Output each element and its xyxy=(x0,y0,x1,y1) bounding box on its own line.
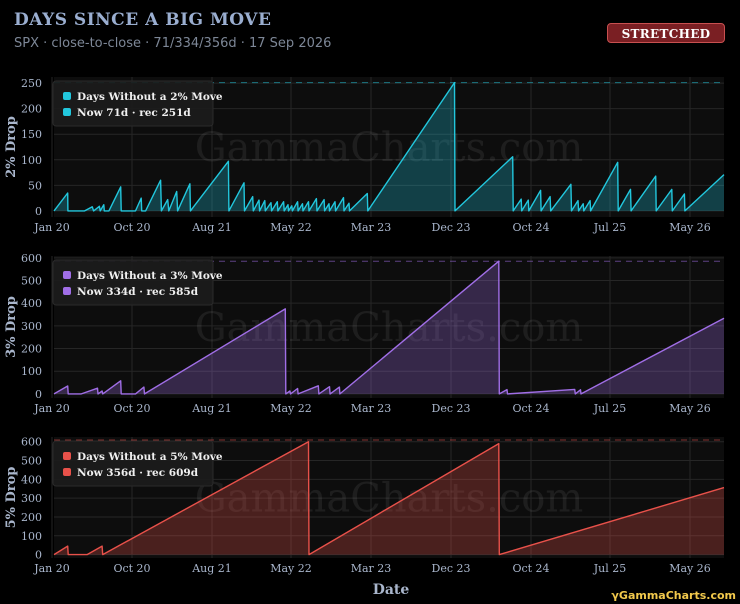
series-line-5pct xyxy=(53,441,725,556)
legend-swatch-now-3pct xyxy=(63,287,71,295)
footer-brand: γGammaCharts.com xyxy=(611,589,736,602)
legend-box-3pct xyxy=(52,259,214,306)
x-tick-label: Oct 24 xyxy=(512,562,549,575)
legend-swatch-3pct xyxy=(63,271,71,279)
y-tick-label: 0 xyxy=(35,388,42,401)
y-tick-label: 600 xyxy=(21,436,42,449)
x-tick-label: May 22 xyxy=(270,402,312,415)
legend-swatch-2pct xyxy=(63,92,71,100)
x-tick-label: Jul 25 xyxy=(593,562,627,575)
x-tick-label: Jan 20 xyxy=(33,221,70,234)
y-tick-label: 200 xyxy=(21,511,42,524)
y-tick-label: 200 xyxy=(21,103,42,116)
y-tick-label: 150 xyxy=(21,128,42,141)
y-axis-label-3pct: 3% Drop xyxy=(4,296,19,358)
y-tick-label: 100 xyxy=(21,530,42,543)
y-tick-label: 50 xyxy=(28,179,42,192)
legend-swatch-now-2pct xyxy=(63,108,71,116)
legend-label-series: Days Without a 3% Move xyxy=(77,270,223,282)
y-tick-label: 250 xyxy=(21,77,42,90)
y-tick-label: 500 xyxy=(21,274,42,287)
y-tick-label: 500 xyxy=(21,455,42,468)
x-tick-label: May 22 xyxy=(270,562,312,575)
x-tick-label: May 26 xyxy=(669,402,711,415)
x-tick-label: Dec 23 xyxy=(432,221,471,234)
legend-label-now: Now 71d · rec 251d xyxy=(77,107,191,119)
x-tick-label: Oct 20 xyxy=(113,562,150,575)
x-tick-label: Jul 25 xyxy=(593,221,627,234)
legend-label-now: Now 334d · rec 585d xyxy=(77,286,199,298)
y-tick-label: 600 xyxy=(21,252,42,265)
gamma-icon: γ xyxy=(611,589,619,602)
series-line-2pct xyxy=(53,81,725,212)
page-subtitle: SPX · close-to-close · 71/334/356d · 17 … xyxy=(14,36,332,51)
watermark-text: GammaCharts.com xyxy=(195,305,584,351)
x-tick-label: Aug 21 xyxy=(191,562,232,575)
y-tick-label: 200 xyxy=(21,343,42,356)
x-tick-label: Mar 23 xyxy=(351,221,392,234)
watermark-text: GammaCharts.com xyxy=(195,125,584,171)
legend-swatch-now-5pct xyxy=(63,468,71,476)
x-tick-label: Oct 20 xyxy=(113,221,150,234)
y-axis-label-5pct: 5% Drop xyxy=(4,467,19,529)
series-area-3pct xyxy=(54,261,724,394)
x-tick-label: May 26 xyxy=(669,221,711,234)
y-tick-label: 100 xyxy=(21,154,42,167)
x-tick-label: Jul 25 xyxy=(593,402,627,415)
legend-label-series: Days Without a 5% Move xyxy=(77,451,223,463)
x-tick-label: Mar 23 xyxy=(351,402,392,415)
x-tick-label: Dec 23 xyxy=(432,402,471,415)
x-tick-label: Oct 20 xyxy=(113,402,150,415)
y-tick-label: 300 xyxy=(21,320,42,333)
watermark-text: GammaCharts.com xyxy=(195,476,584,522)
series-line-3pct xyxy=(53,260,725,395)
legend-box-2pct xyxy=(52,80,214,127)
legend-label-now: Now 356d · rec 609d xyxy=(77,467,199,479)
y-tick-label: 0 xyxy=(35,549,42,562)
x-tick-label: Jan 20 xyxy=(33,402,70,415)
legend-swatch-5pct xyxy=(63,452,71,460)
y-tick-label: 300 xyxy=(21,492,42,505)
x-tick-label: Oct 24 xyxy=(512,221,549,234)
y-tick-label: 400 xyxy=(21,297,42,310)
x-axis-label: Date xyxy=(373,582,410,598)
status-badge: STRETCHED xyxy=(607,23,725,43)
y-tick-label: 0 xyxy=(35,205,42,218)
x-tick-label: Jan 20 xyxy=(33,562,70,575)
series-area-2pct xyxy=(54,82,724,211)
x-tick-label: Oct 24 xyxy=(512,402,549,415)
legend-box-5pct xyxy=(52,440,214,487)
y-tick-label: 100 xyxy=(21,365,42,378)
y-tick-label: 400 xyxy=(21,473,42,486)
y-axis-label-2pct: 2% Drop xyxy=(4,116,19,178)
footer-text: GammaCharts.com xyxy=(618,589,736,602)
x-tick-label: Mar 23 xyxy=(351,562,392,575)
page-title: DAYS SINCE A BIG MOVE xyxy=(14,10,272,30)
x-tick-label: Dec 23 xyxy=(432,562,471,575)
legend-label-series: Days Without a 2% Move xyxy=(77,91,223,103)
x-tick-label: May 22 xyxy=(270,221,312,234)
x-tick-label: Aug 21 xyxy=(191,402,232,415)
x-tick-label: Aug 21 xyxy=(191,221,232,234)
series-area-5pct xyxy=(54,441,724,555)
x-tick-label: May 26 xyxy=(669,562,711,575)
